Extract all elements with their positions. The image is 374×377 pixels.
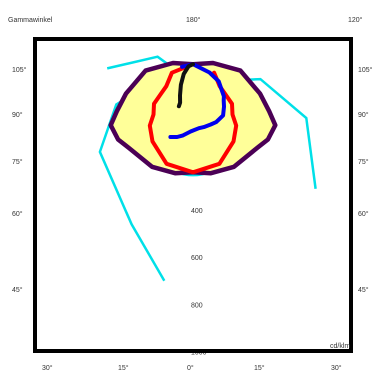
bottom-label-0: 0° (187, 364, 194, 372)
right-label-75: 75° (358, 158, 369, 166)
right-label-105: 105° (358, 66, 373, 74)
top-label-120: 120° (348, 16, 363, 24)
bottom-label-30-left: 30° (42, 364, 53, 372)
chart-title: Gammawinkel (8, 17, 53, 24)
bottom-label-30-right: 30° (331, 364, 342, 372)
radial-tick-label: 600 (191, 255, 203, 262)
unit-label: cd/klm (330, 343, 350, 350)
series-layer (111, 63, 276, 173)
series-curve-purple (111, 63, 276, 173)
left-label-60: 60° (12, 210, 23, 218)
radial-tick-label: 800 (191, 302, 203, 309)
left-label-45: 45° (12, 286, 23, 294)
left-label-90: 90° (12, 111, 23, 119)
right-label-90: 90° (358, 111, 369, 119)
right-label-45: 45° (358, 286, 369, 294)
right-label-60: 60° (358, 210, 369, 218)
bottom-label-15-left: 15° (118, 364, 129, 372)
bottom-label-15-right: 15° (254, 364, 265, 372)
radial-tick-label: 400 (191, 208, 203, 215)
top-label-180: 180° (186, 16, 201, 24)
left-label-75: 75° (12, 158, 23, 166)
left-label-105: 105° (12, 66, 27, 74)
